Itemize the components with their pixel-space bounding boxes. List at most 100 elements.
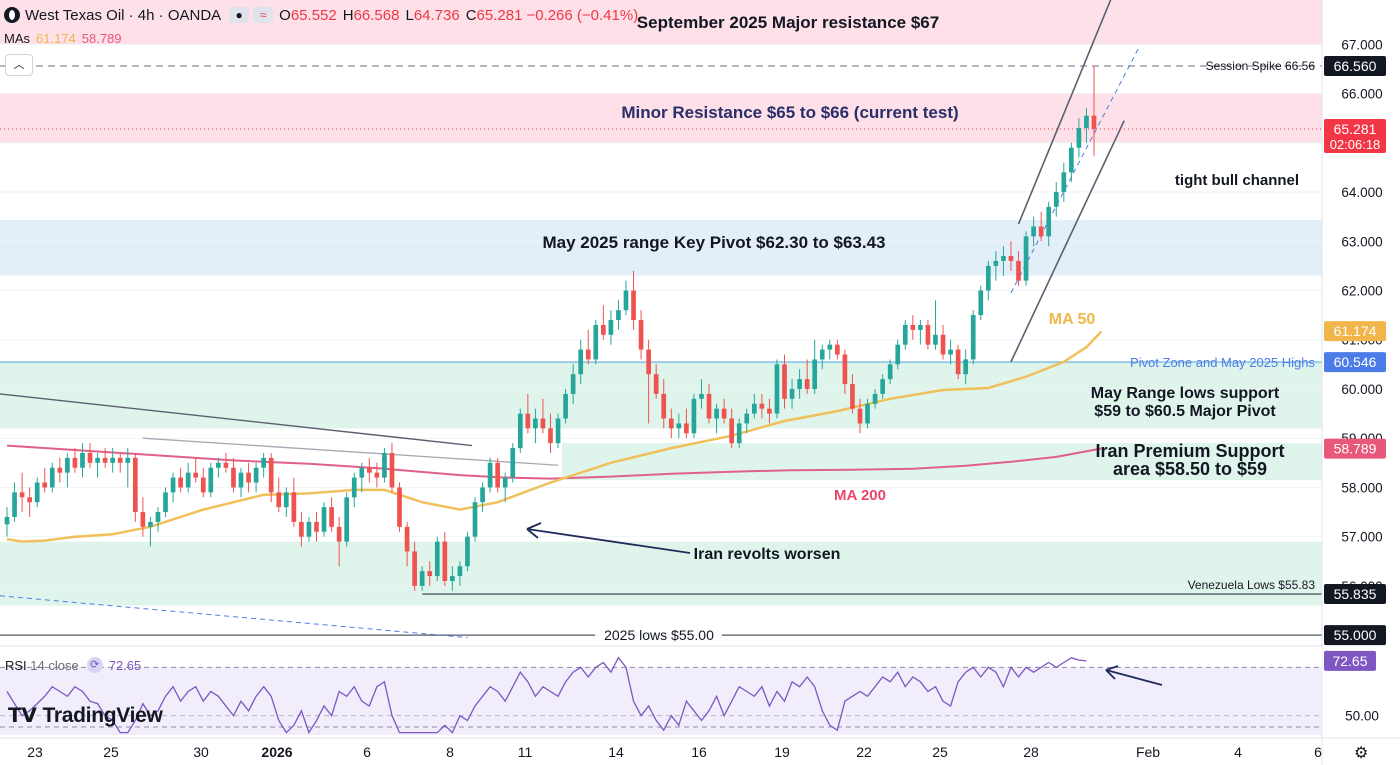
candle-100[interactable]	[759, 393, 765, 419]
candle-44[interactable]	[336, 516, 342, 567]
candle-8[interactable]	[65, 452, 70, 488]
candle-33[interactable]	[253, 462, 259, 493]
candle-25[interactable]	[193, 457, 199, 483]
candle-102[interactable]	[774, 359, 780, 419]
candle-105[interactable]	[797, 369, 802, 399]
candle-54[interactable]	[412, 541, 417, 591]
candle-97[interactable]	[736, 418, 742, 449]
candle-70[interactable]	[533, 408, 538, 444]
candle-76[interactable]	[578, 339, 584, 385]
candle-79[interactable]	[601, 305, 606, 340]
candle-101[interactable]	[767, 398, 772, 424]
candle-12[interactable]	[95, 452, 100, 478]
candle-73[interactable]	[555, 413, 561, 449]
candle-108[interactable]	[819, 344, 825, 370]
candle-127[interactable]	[963, 349, 969, 385]
candle-86[interactable]	[653, 364, 659, 399]
candle-74[interactable]	[563, 388, 568, 424]
candle-20[interactable]	[155, 507, 161, 532]
candle-128[interactable]	[970, 310, 976, 365]
candle-37[interactable]	[283, 487, 289, 517]
candle-88[interactable]	[668, 408, 674, 439]
candle-94[interactable]	[714, 403, 719, 434]
candle-49[interactable]	[374, 462, 380, 488]
candle-141[interactable]	[1069, 142, 1074, 183]
candle-82[interactable]	[623, 280, 629, 316]
candle-129[interactable]	[978, 285, 984, 321]
candle-87[interactable]	[661, 379, 667, 429]
candle-68[interactable]	[517, 408, 523, 453]
candle-64[interactable]	[487, 457, 493, 493]
candle-103[interactable]	[782, 354, 787, 409]
candle-95[interactable]	[721, 398, 727, 424]
candle-135[interactable]	[1023, 231, 1029, 286]
candle-98[interactable]	[744, 408, 750, 434]
candle-80[interactable]	[608, 310, 614, 345]
symbol-header[interactable]: West Texas Oil · 4h · OANDA ● ≈ O 65.552 …	[4, 4, 642, 26]
candles-layer[interactable]	[4, 65, 1097, 591]
symbol-title[interactable]: West Texas Oil · 4h · OANDA	[25, 6, 222, 24]
candle-46[interactable]	[351, 472, 357, 508]
candle-110[interactable]	[835, 339, 840, 360]
candle-56[interactable]	[427, 561, 433, 586]
market-status-icon[interactable]: ●	[229, 7, 250, 23]
candle-99[interactable]	[751, 393, 757, 419]
rsi-pane[interactable]: 50.00 72.65	[0, 645, 1379, 735]
candle-39[interactable]	[299, 512, 304, 547]
candle-90[interactable]	[684, 408, 689, 439]
candle-139[interactable]	[1053, 182, 1059, 217]
candle-28[interactable]	[216, 457, 221, 478]
candle-69[interactable]	[525, 393, 531, 434]
candle-65[interactable]	[495, 457, 500, 493]
candle-130[interactable]	[985, 260, 991, 301]
candle-85[interactable]	[646, 339, 651, 424]
candle-126[interactable]	[955, 344, 961, 380]
candle-55[interactable]	[419, 566, 425, 591]
candle-19[interactable]	[148, 516, 153, 547]
candle-9[interactable]	[72, 448, 78, 473]
candle-45[interactable]	[344, 492, 350, 547]
candle-60[interactable]	[457, 561, 463, 586]
candle-91[interactable]	[691, 393, 697, 439]
candle-125[interactable]	[948, 339, 953, 365]
candle-113[interactable]	[857, 398, 863, 434]
candle-48[interactable]	[366, 457, 372, 483]
candle-52[interactable]	[397, 482, 402, 532]
candle-40[interactable]	[306, 516, 312, 542]
candle-24[interactable]	[185, 462, 191, 493]
candle-35[interactable]	[268, 452, 274, 503]
candle-42[interactable]	[321, 502, 327, 537]
candle-16[interactable]	[125, 448, 131, 488]
candle-123[interactable]	[933, 300, 938, 350]
candle-75[interactable]	[570, 364, 576, 404]
candle-63[interactable]	[480, 482, 485, 513]
candle-96[interactable]	[729, 408, 735, 449]
candle-92[interactable]	[699, 379, 704, 409]
candle-143[interactable]	[1084, 108, 1089, 143]
candle-111[interactable]	[842, 349, 848, 394]
candle-15[interactable]	[117, 452, 123, 473]
candle-78[interactable]	[593, 320, 599, 365]
candle-53[interactable]	[404, 521, 410, 567]
candle-38[interactable]	[291, 477, 297, 527]
candle-131[interactable]	[993, 251, 999, 281]
candle-71[interactable]	[540, 398, 546, 434]
candle-81[interactable]	[616, 300, 621, 330]
candle-66[interactable]	[502, 472, 508, 503]
candle-57[interactable]	[434, 536, 440, 581]
candle-26[interactable]	[200, 467, 206, 498]
candle-5[interactable]	[42, 467, 48, 493]
candle-124[interactable]	[940, 324, 946, 360]
rsi-settings-icon[interactable]: ⟳	[86, 657, 103, 673]
candle-7[interactable]	[57, 457, 63, 483]
candle-144[interactable]	[1091, 65, 1097, 156]
candle-121[interactable]	[918, 320, 923, 345]
time-axis[interactable]: 23 25 30 2026 6 8 11 14 16 19 22 25 28 Feb 4 6	[0, 737, 1400, 760]
wave-icon[interactable]: ≈	[253, 7, 274, 23]
candle-36[interactable]	[276, 477, 282, 513]
candle-62[interactable]	[472, 497, 478, 542]
candle-41[interactable]	[314, 512, 319, 542]
candle-1[interactable]	[12, 482, 17, 522]
candle-133[interactable]	[1008, 241, 1014, 271]
candle-120[interactable]	[910, 315, 916, 340]
